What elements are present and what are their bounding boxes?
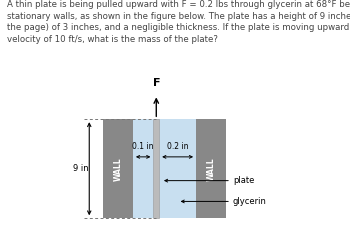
Text: plate: plate [233, 176, 254, 185]
Bar [133, 119, 196, 218]
Bar [196, 119, 226, 218]
Text: WALL: WALL [206, 157, 215, 180]
Text: 9 in: 9 in [73, 164, 88, 173]
Bar [103, 119, 133, 218]
Text: 0.1 in: 0.1 in [132, 142, 154, 151]
Text: glycerin: glycerin [233, 197, 267, 206]
Text: F: F [153, 78, 160, 88]
Text: A thin plate is being pulled upward with F = 0.2 lbs through glycerin at 68°F be: A thin plate is being pulled upward with… [7, 0, 350, 44]
Text: 0.2 in: 0.2 in [167, 142, 188, 151]
Text: WALL: WALL [114, 157, 122, 180]
Bar [153, 119, 159, 218]
